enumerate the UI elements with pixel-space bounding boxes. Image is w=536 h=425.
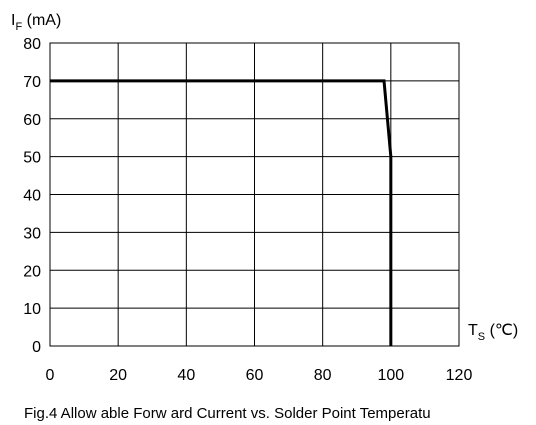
y-tick-label: 30: [23, 225, 41, 242]
x-tick-label: 80: [314, 367, 332, 384]
y-tick-label: 50: [23, 150, 41, 167]
x-axis-label-sub: S: [478, 331, 485, 343]
y-axis-label-sub: F: [15, 21, 22, 33]
plot-frame: [49, 42, 460, 347]
figure-caption: Fig.4 Allow able Forw ard Current vs. So…: [24, 405, 431, 422]
x-axis-label-unit: (℃): [485, 322, 518, 339]
x-tick-label: 40: [177, 367, 195, 384]
x-axis-label-main: T: [468, 322, 478, 339]
x-tick-labels: 0 20 40 60 80 100 120: [46, 367, 473, 384]
y-tick-label: 60: [23, 112, 41, 129]
y-axis-label: IF (mA): [11, 12, 61, 33]
y-tick-label: 40: [23, 188, 41, 205]
series-line: [50, 79, 393, 346]
x-tick-label: 120: [446, 367, 473, 384]
x-axis-label: TS (℃): [468, 322, 518, 343]
x-tick-label: 60: [246, 367, 264, 384]
grid: [49, 42, 460, 347]
y-axis-label-unit: (mA): [22, 12, 61, 29]
y-tick-label: 20: [23, 263, 41, 280]
x-tick-label: 20: [109, 367, 127, 384]
y-axis-label-main: I: [11, 12, 15, 29]
y-tick-labels: 0 10 20 30 40 50 60 70 80: [23, 36, 41, 356]
x-tick-label: 0: [46, 367, 55, 384]
y-tick-label: 70: [23, 74, 41, 91]
y-tick-label: 10: [23, 301, 41, 318]
y-tick-label: 80: [23, 36, 41, 53]
x-tick-label: 100: [377, 367, 404, 384]
y-tick-label: 0: [32, 339, 41, 356]
